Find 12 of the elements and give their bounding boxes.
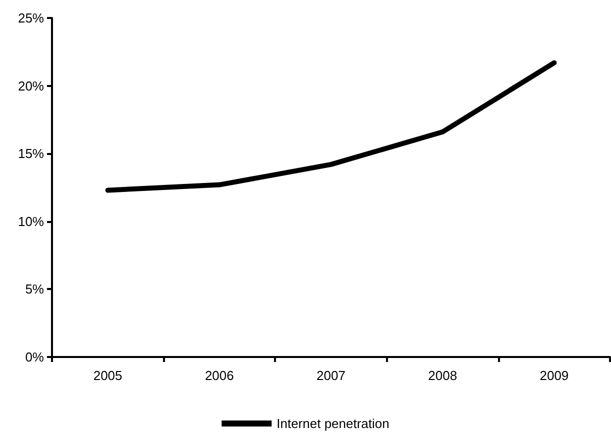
y-tick-label: 25%	[18, 10, 44, 26]
y-tick-label: 5%	[25, 282, 44, 297]
legend-label: Internet penetration	[276, 416, 390, 431]
x-tick-label: 2006	[204, 368, 234, 383]
x-tick-label: 2005	[93, 368, 122, 383]
y-tick-label: 20%	[18, 78, 44, 94]
x-tick-label: 2008	[428, 368, 458, 383]
x-tick-label: 2009	[540, 368, 569, 383]
y-tick-label: 0%	[25, 350, 44, 364]
y-tick-label: 15%	[18, 146, 44, 162]
y-tick-label: 10%	[18, 214, 44, 229]
x-tick-label: 2007	[316, 368, 346, 383]
